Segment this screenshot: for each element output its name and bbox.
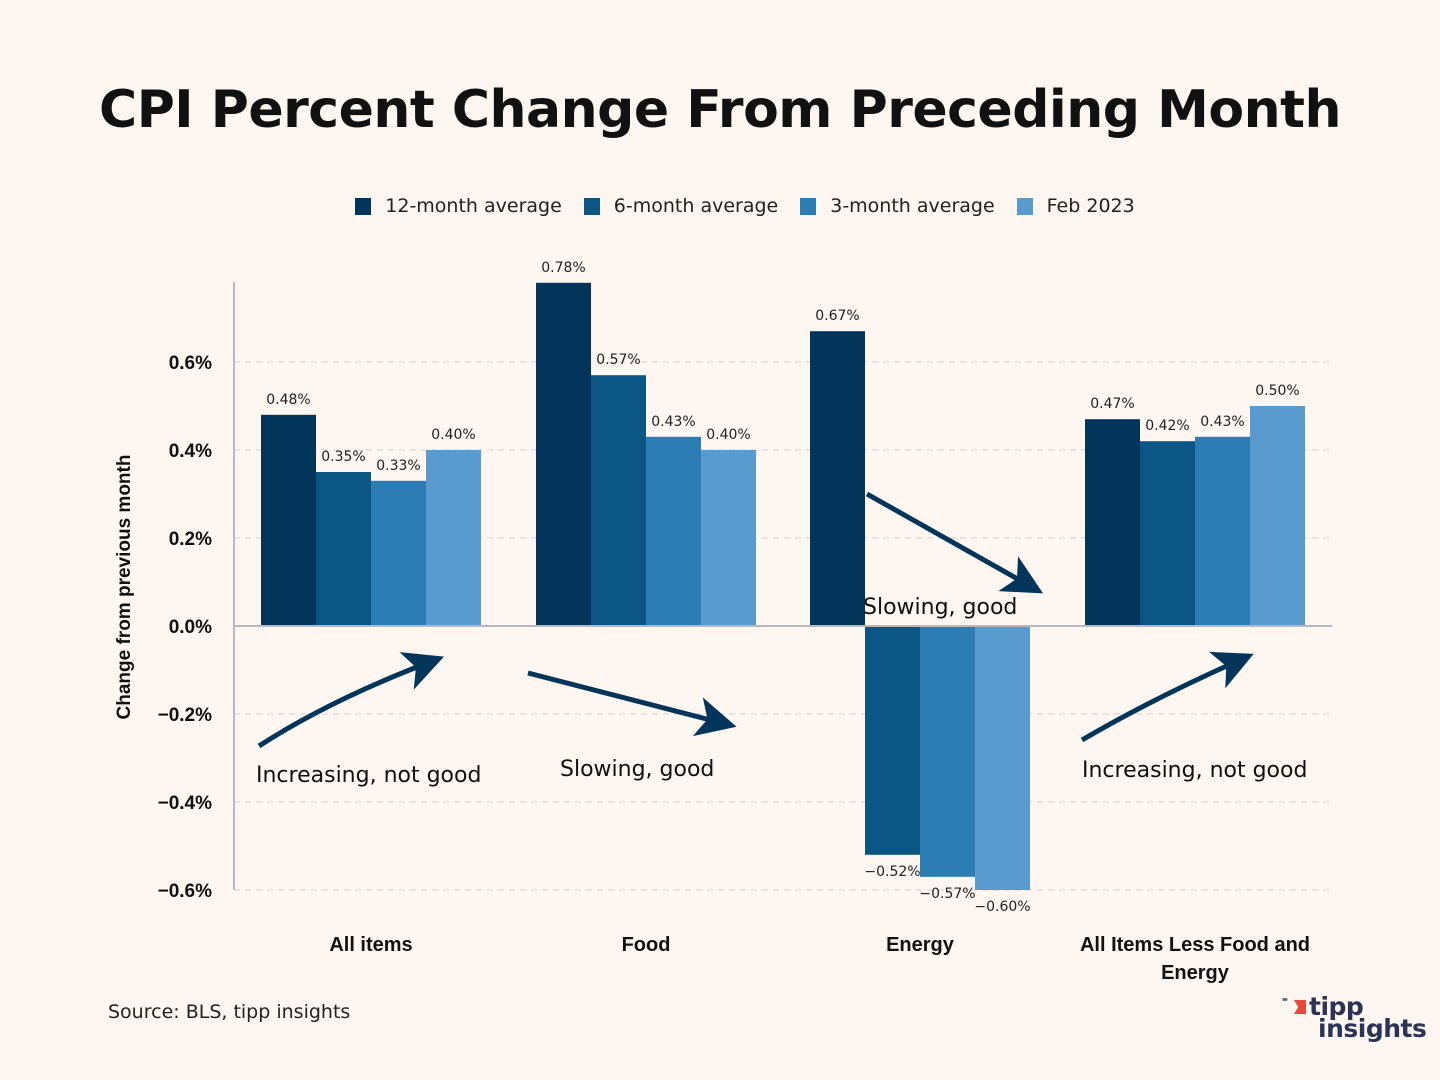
legend-swatch [800,197,817,215]
legend-item-6-month: 6-month average [583,195,779,217]
y-tick-label: −0.4% [158,793,213,814]
annotation-text: Slowing, good [863,595,1017,620]
y-tick-label: −0.2% [158,705,213,726]
y-tick-label: 0.4% [169,441,212,462]
logo-rays-icon: ⁼ [1282,996,1288,1008]
annotation-text: Increasing, not good [256,763,481,788]
legend-label: 3-month average [830,195,995,217]
bar [591,375,646,626]
trend-arrow-icon [1080,651,1254,743]
legend-item-3-month: 3-month average [800,195,995,217]
data-label: −0.60% [974,899,1030,915]
annotation-text: Slowing, good [560,757,714,782]
y-tick-label: −0.6% [158,881,213,902]
source-note: Source: BLS, tipp insights [108,1001,351,1023]
data-label: 0.35% [321,449,365,465]
data-label: 0.57% [596,352,640,368]
x-category-label: All Items Less Food and [1080,934,1310,956]
legend-label: 6-month average [613,195,779,217]
y-tick-label: 0.0% [169,617,212,638]
legend-item-feb-2023: Feb 2023 [1016,195,1135,217]
bar [810,331,865,626]
bar [1140,441,1195,626]
logo-text-tipp: tipp [1309,992,1364,1021]
legend-swatch [583,197,600,215]
trend-arrow-icon [865,491,1044,594]
bar [536,282,591,626]
bar [371,480,426,626]
data-label: 0.40% [431,427,475,443]
y-axis-title: Change from previous month [114,455,135,720]
data-labels: 0.48% 0.35% 0.33% 0.40% 0.78% 0.57% 0.43% 0.40%… [266,260,1299,915]
bar [1195,436,1250,626]
bar [865,626,920,855]
data-label: −0.52% [864,864,920,880]
bar [646,436,701,626]
x-category-label: All items [329,934,412,956]
x-category-label: Energy [1161,962,1230,984]
data-label: 0.78% [541,260,585,276]
data-label: −0.57% [919,886,975,902]
data-label: 0.40% [706,427,750,443]
data-label: 0.50% [1255,383,1299,399]
bar [426,450,481,626]
y-tick-label: 0.6% [169,353,212,374]
legend-label: 12-month average [385,195,562,217]
y-tick-label: 0.2% [169,529,212,550]
data-label: 0.43% [651,414,695,430]
bar [1250,406,1305,626]
logo-flag-icon [1294,1000,1306,1014]
legend-swatch [355,197,372,215]
trend-arrow-icon [527,670,737,737]
logo-text-insights: insights [1318,1014,1427,1043]
bars [261,282,1305,890]
legend-swatch [1016,197,1033,215]
bar [920,626,975,877]
data-label: 0.42% [1145,418,1189,434]
annotation-text: Increasing, not good [1082,758,1307,783]
data-label: 0.47% [1090,396,1134,412]
data-label: 0.43% [1200,414,1244,430]
data-label: 0.33% [376,458,420,474]
annotations: Increasing, not good Slowing, good Slowing… [256,491,1307,788]
bar [261,414,316,626]
bar [975,626,1030,890]
axes: −0.6% −0.4% −0.2% 0.0% 0.2% 0.4% 0.6% Change fr… [114,282,1332,984]
chart-title: CPI Percent Change From Preceding Month [99,80,1341,140]
x-category-label: Energy [886,934,955,956]
data-label: 0.48% [266,392,310,408]
tipp-insights-logo: ⁼ tipp insights [1282,992,1432,1046]
bar [316,472,371,626]
legend-item-12-month: 12-month average [355,195,562,217]
legend-label: Feb 2023 [1046,195,1135,217]
bar [1085,419,1140,626]
data-label: 0.67% [815,308,859,324]
bar [701,450,756,626]
trend-arrow-icon [257,652,445,749]
x-category-label: Food [622,934,671,956]
chart-legend: 12-month average 6-month average 3-month… [0,195,1440,217]
